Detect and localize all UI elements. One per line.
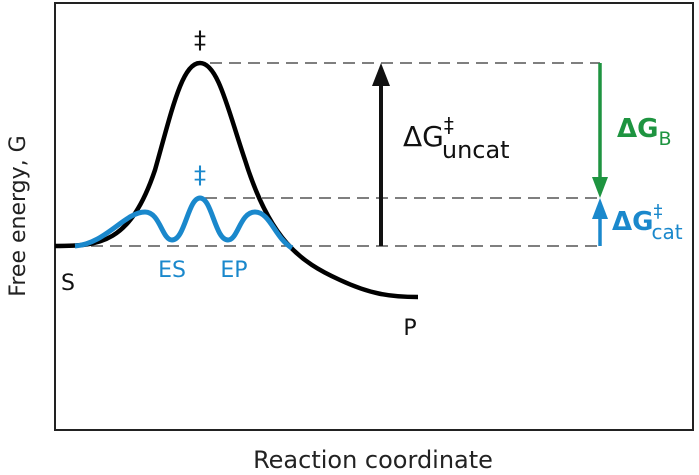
y-axis-label: Free energy, G bbox=[6, 135, 31, 296]
ts-cat-label: ‡ bbox=[194, 161, 206, 189]
ts-uncat-label: ‡ bbox=[194, 26, 206, 54]
dg-cat-sup: ‡ bbox=[653, 201, 662, 222]
dg-cat-arrowhead bbox=[592, 198, 608, 219]
dg-uncat-label: ΔG‡ uncat bbox=[403, 113, 510, 164]
dg-cat-delta: ΔG bbox=[612, 207, 653, 237]
dg-b-delta: ΔG bbox=[617, 114, 658, 144]
dg-b-sub: B bbox=[658, 128, 671, 150]
ep-label: EP bbox=[220, 258, 247, 283]
uncatalyzed-curve bbox=[54, 60, 419, 300]
es-label: ES bbox=[158, 258, 186, 283]
plot-frame bbox=[54, 2, 694, 431]
dg-cat-label: ΔG‡ cat bbox=[612, 201, 683, 244]
dg-cat-sub: cat bbox=[651, 220, 682, 244]
x-axis-label: Reaction coordinate bbox=[253, 446, 493, 474]
dg-b-arrowhead bbox=[592, 177, 608, 198]
dg-uncat-delta: ΔG bbox=[403, 120, 444, 153]
product-label: P bbox=[403, 316, 416, 341]
dg-b-label: ΔGB bbox=[617, 114, 672, 150]
dg-uncat-sub: uncat bbox=[442, 136, 510, 164]
dg-uncat-sup: ‡ bbox=[444, 113, 454, 137]
dg-uncat-arrowhead bbox=[372, 63, 390, 86]
substrate-label: S bbox=[61, 271, 75, 296]
catalyzed-curve bbox=[74, 195, 294, 251]
